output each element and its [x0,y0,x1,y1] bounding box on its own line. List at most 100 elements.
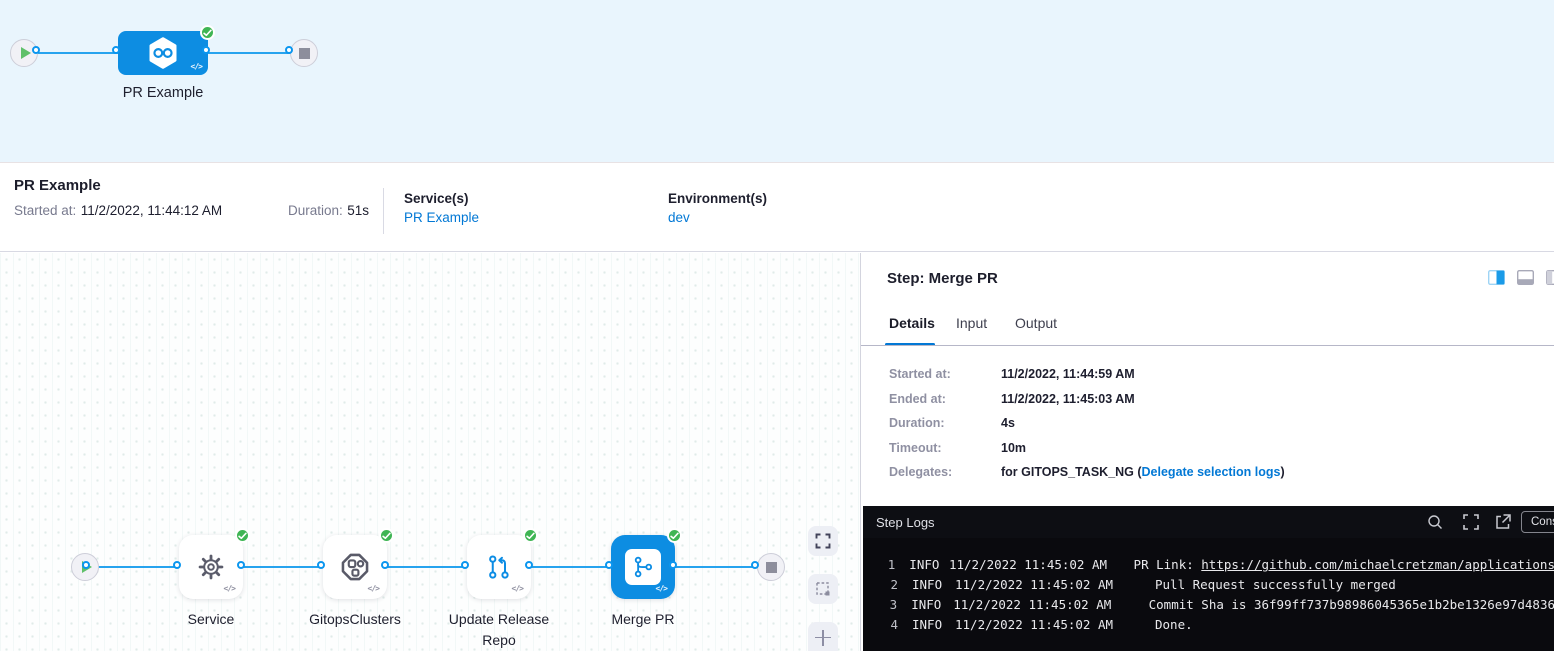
detail-label: Ended at: [889,391,946,406]
gear-icon [198,554,224,580]
stop-icon [298,47,310,59]
detail-label: Duration: [889,416,945,430]
step-logs-title: Step Logs [876,515,935,530]
plus-icon [815,629,831,646]
log-message: Pull Request successfully merged [1155,577,1396,592]
log-line-number: 3 [889,597,898,612]
detail-value: 11/2/2022, 11:45:03 AM [1001,391,1135,406]
log-line: 1 INFO 11/2/2022 11:45:02 AM PR Link: ht… [863,555,1554,575]
step-logs-header: Step Logs Conso [863,506,1554,538]
duration-label: Duration: [288,203,343,218]
tab-output[interactable]: Output [1015,315,1058,331]
log-message: PR Link: https://github.com/michaelcretz… [1133,557,1554,572]
git-branch-icon [634,556,653,578]
detail-label: Delegates: [889,465,953,479]
fit-view-button[interactable] [808,526,838,556]
step-label: Service [187,611,235,627]
graph-end-node[interactable] [757,553,785,581]
divider [383,188,384,234]
detail-value: 10m [1001,440,1027,455]
layout-right-collapsed-button[interactable] [1546,270,1554,285]
console-view-button[interactable]: Conso [1521,511,1554,533]
cluster-icon [341,553,369,581]
detail-label: Started at: [889,367,951,381]
pr-link[interactable]: https://github.com/michaelcretzman/appli… [1201,557,1554,572]
execution-summary-bar: PR Example Started at: 11/2/2022, 11:44:… [0,164,1554,252]
code-glyph: </> [511,584,524,593]
connector-port [201,45,210,54]
gitops-stage-icon [149,37,177,69]
fit-view-icon [815,533,831,549]
step-card-service[interactable]: </> [179,535,243,599]
detail-row: Timeout: 10m [889,441,1529,461]
detail-value: 4s [1001,416,1015,430]
log-line-number: 1 [887,557,896,572]
layout-split-right-button[interactable] [1487,269,1506,286]
environments-label: Environment(s) [668,191,768,206]
stage-graph-banner: </> PR Example [0,0,1554,163]
log-level: INFO [911,597,942,612]
zoom-control [808,622,838,651]
log-level: INFO [912,577,943,592]
log-line: 4 INFO 11/2/2022 11:45:02 AM Done. [863,615,1554,635]
code-glyph: </> [190,62,203,71]
code-glyph: </> [655,584,668,593]
started-at-label: Started at: [14,203,77,218]
tab-details[interactable]: Details [889,315,935,331]
tab-input[interactable]: Input [956,315,988,331]
layout-bottom-button[interactable] [1516,269,1535,286]
edge-line [38,52,118,54]
step-card-merge-pr[interactable]: </> [611,535,675,599]
step-details-panel: Step: Merge PR Details Input Output Star… [860,253,1554,651]
step-card-gitopsclusters[interactable]: </> [323,535,387,599]
log-timestamp: 11/2/2022 11:45:02 AM [955,617,1114,632]
stage-label: PR Example [122,85,204,101]
code-glyph: </> [223,584,236,593]
services-label: Service(s) [404,191,469,206]
edge-line [243,566,323,568]
connector-port [172,560,181,569]
step-card-update-release-repo[interactable]: </> [467,535,531,599]
log-timestamp: 11/2/2022 11:45:02 AM [948,557,1108,572]
environment-link[interactable]: dev [668,210,690,225]
marquee-select-button[interactable] [808,574,838,604]
success-check-icon [200,25,215,40]
step-graph-canvas[interactable]: </> </> [0,253,860,651]
git-push-icon [489,555,509,579]
code-glyph: </> [367,584,380,593]
connector-port [81,560,90,569]
edge-line [208,52,291,54]
success-check-icon [379,528,394,543]
log-timestamp: 11/2/2022 11:45:02 AM [953,597,1112,612]
pipeline-end-node[interactable] [290,39,318,67]
success-check-icon [235,528,250,543]
stop-icon [765,561,777,573]
edge-line [531,566,611,568]
active-tab-indicator [885,342,935,346]
connector-port [316,560,325,569]
pipeline-title: PR Example [14,177,101,194]
log-line-number: 2 [890,577,898,592]
step-label: Merge PR [611,611,675,627]
log-line: 3 INFO 11/2/2022 11:45:02 AM Commit Sha … [863,595,1554,615]
delegate-selection-logs-link[interactable]: Delegate selection logs [1141,465,1281,479]
zoom-in-button[interactable] [808,622,838,651]
external-link-icon[interactable] [1494,513,1512,531]
stage-node-pr-example[interactable]: </> [118,31,208,75]
search-icon[interactable] [1426,513,1444,531]
connector-port [604,560,613,569]
step-logs-body[interactable]: 1 INFO 11/2/2022 11:45:02 AM PR Link: ht… [863,538,1554,651]
connector-port [750,560,759,569]
divider [861,345,1554,346]
duration-value: 51s [347,203,370,218]
connector-port [460,560,469,569]
connector-port [380,560,389,569]
service-link[interactable]: PR Example [404,210,480,225]
edge-line [675,566,757,568]
expand-icon[interactable] [1462,513,1480,531]
log-line: 2 INFO 11/2/2022 11:45:02 AM Pull Reques… [863,575,1554,595]
detail-label: Timeout: [889,440,942,455]
detail-row: Ended at: 11/2/2022, 11:45:03 AM [889,392,1529,412]
connector-port [236,560,245,569]
